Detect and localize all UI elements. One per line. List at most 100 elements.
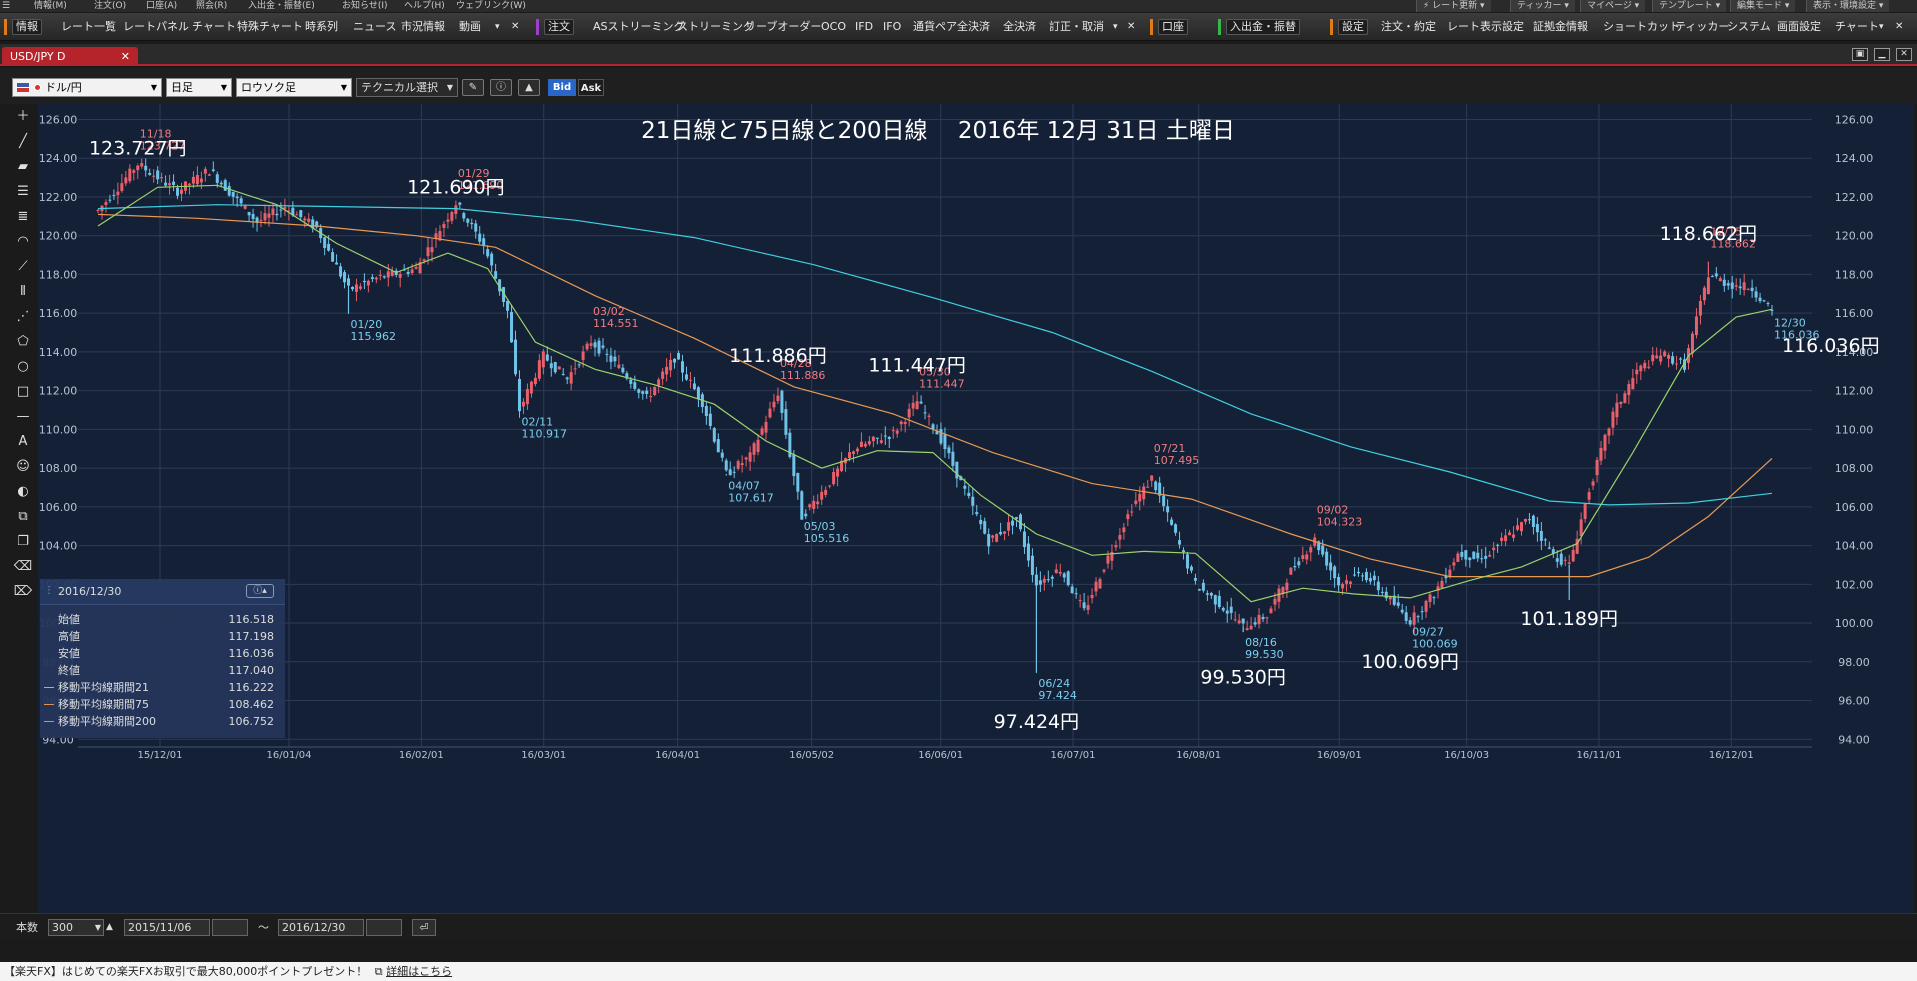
app-menu-icon[interactable]: ☰ [2, 1, 11, 11]
toolbar-settle-all[interactable]: 全決済 [1003, 20, 1036, 33]
to-time-input[interactable] [366, 919, 402, 936]
toolbar-chart[interactable]: チャート [192, 20, 236, 33]
chevron-down-icon[interactable]: ▾ [1879, 22, 1884, 32]
circle-icon[interactable]: ○ [17, 359, 29, 374]
chart-type-select[interactable]: ロウソク足 ▼ [236, 78, 352, 97]
toolbar-deposit[interactable]: 入出金・振替 [1226, 19, 1300, 35]
close-icon[interactable]: ✕ [1895, 21, 1904, 32]
chart-area[interactable]: 126.00 126.00 124.00 124.00 122.00 122.00 120.… [38, 104, 1914, 913]
promo-link[interactable]: 詳細はこちら [386, 965, 453, 978]
toolbar-amend-cancel[interactable]: 訂正・取消 [1049, 20, 1104, 33]
toolbar-rate-panel[interactable]: レートパネル [123, 20, 189, 33]
emoji-icon[interactable]: ☺ [16, 459, 30, 474]
toolbar-ifd[interactable]: IFD [855, 20, 874, 33]
toolbar-account[interactable]: 口座 [1158, 19, 1188, 35]
paste-icon[interactable]: ❐ [17, 534, 29, 549]
refresh-icon[interactable]: ⏎ [412, 919, 436, 936]
chevron-down-icon[interactable]: ▾ [1113, 22, 1118, 32]
toolbar-oco[interactable]: OCO [821, 20, 846, 33]
horizontal-lines-icon[interactable]: ☰ [17, 184, 29, 199]
crosshair-icon[interactable]: ＋ [16, 109, 30, 124]
toolbar-info[interactable]: 情報 [12, 19, 42, 35]
chart-style-icon[interactable]: ▲ [518, 79, 540, 96]
menu-news[interactable]: お知らせ(I) [342, 1, 388, 11]
menu-weblink[interactable]: ウェブリンク(W) [456, 1, 526, 11]
menu-template[interactable]: テンプレート ▾ [1652, 0, 1727, 12]
technical-select[interactable]: テクニカル選択 ▼ [356, 78, 458, 97]
ask-toggle[interactable]: Ask [578, 79, 604, 96]
rectangle-icon[interactable]: □ [16, 384, 30, 399]
toolbar-order[interactable]: 注文 [544, 19, 574, 35]
bid-toggle[interactable]: Bid [548, 79, 576, 96]
menu-rate-update[interactable]: ⚡ レート更新 ▾ [1416, 0, 1491, 12]
copy-icon[interactable]: ⧉ [18, 509, 28, 524]
to-date-input[interactable]: 2016/12/30 [278, 919, 364, 936]
close-icon[interactable]: ✕ [511, 21, 520, 32]
toolbar-order-execution[interactable]: 注文・約定 [1381, 20, 1436, 33]
toolbar-system[interactable]: システム [1727, 20, 1771, 33]
ruler-icon[interactable]: ▰ [18, 159, 28, 174]
menu-display-settings[interactable]: 表示・環境設定 ▾ [1806, 0, 1890, 12]
fibonacci-icon[interactable]: ≣ [17, 209, 29, 224]
menu-account[interactable]: 口座(A) [146, 1, 178, 11]
toolbar-shortcut[interactable]: ショートカット [1603, 20, 1680, 33]
toolbar-market-info[interactable]: 市況情報 [401, 20, 445, 33]
menu-inquiry[interactable]: 照会(R) [196, 1, 228, 11]
toolbar-rate-display[interactable]: レート表示設定 [1447, 20, 1524, 33]
toolbar-streaming[interactable]: ストリーミング [677, 20, 754, 33]
toolbar-ifo[interactable]: IFO [883, 20, 902, 33]
toolbar-video[interactable]: 動画 [459, 20, 481, 33]
info-toggle-icon[interactable]: ⓘ▴ [246, 584, 274, 598]
text-tool-icon[interactable]: A [18, 434, 28, 449]
from-date-input[interactable]: 2015/11/06 [124, 919, 210, 936]
toolbar-screen-settings[interactable]: 画面設定 [1777, 20, 1821, 33]
tab-usdjpy-d[interactable]: USD/JPY D ✕ [2, 47, 138, 66]
toolbar-margin-info[interactable]: 証拠金情報 [1533, 20, 1588, 33]
toolbar-special-chart[interactable]: 特殊チャート [237, 20, 303, 33]
eraser-icon[interactable]: ⌫ [13, 559, 33, 574]
toolbar-settings[interactable]: 設定 [1338, 19, 1368, 35]
close-icon[interactable]: ✕ [1127, 21, 1136, 32]
vertical-lines-icon[interactable]: ⦀ [20, 284, 26, 299]
candle-body [589, 343, 593, 346]
candle-body [1150, 475, 1154, 481]
pitchfork-icon[interactable]: ⋰ [16, 309, 30, 324]
pen-icon[interactable]: ✎ [462, 79, 484, 96]
stepper-up-icon[interactable]: ▲ [106, 922, 113, 932]
candle-body [366, 280, 370, 286]
currency-pair-select[interactable]: ドル/円 ▼ [12, 78, 162, 97]
chevron-down-icon[interactable]: ▾ [495, 22, 500, 32]
close-icon[interactable]: ✕ [1896, 48, 1912, 61]
toolbar-timeseries[interactable]: 時系列 [305, 20, 338, 33]
menu-edit-mode[interactable]: 編集モード ▾ [1730, 0, 1796, 12]
menu-help[interactable]: ヘルプ(H) [404, 1, 445, 11]
gann-fan-icon[interactable]: ⟋ [18, 259, 28, 274]
minimize-icon[interactable]: ▁ [1874, 48, 1890, 61]
pentagon-icon[interactable]: ⬠ [17, 334, 29, 349]
toolbar-ticker[interactable]: ティッカー [1675, 20, 1730, 33]
menu-ticker[interactable]: ティッカー ▾ [1510, 0, 1575, 12]
info-icon[interactable]: ⓘ [490, 79, 512, 96]
drag-handle-icon[interactable]: ⋮ [44, 585, 54, 596]
horizontal-line-icon[interactable]: — [16, 409, 30, 424]
from-time-input[interactable] [212, 919, 248, 936]
fan-icon[interactable]: ◠ [17, 234, 29, 249]
menu-mypage[interactable]: マイページ ▾ [1580, 0, 1646, 12]
toolbar-leave-order[interactable]: リーブオーダー [745, 20, 822, 33]
toolbar-as-streaming[interactable]: ASストリーミング [593, 20, 685, 33]
price-chart[interactable]: 126.00 126.00 124.00 124.00 122.00 122.00 120.… [38, 104, 1914, 913]
toolbar-pair-settle[interactable]: 通貨ペア全決済 [913, 20, 990, 33]
trendline-icon[interactable]: ╱ [19, 134, 27, 149]
toolbar-chart-settings[interactable]: チャート [1835, 20, 1879, 33]
magnet-icon[interactable]: ◐ [17, 484, 29, 499]
maximize-icon[interactable]: ▣ [1852, 48, 1868, 61]
toolbar-rate-list[interactable]: レート一覧 [61, 20, 116, 33]
period-select[interactable]: 日足 ▼ [166, 78, 232, 97]
close-icon[interactable]: ✕ [120, 50, 130, 63]
bar-count-input[interactable]: 300 ▼ [48, 919, 104, 936]
eraser-all-icon[interactable]: ⌦ [13, 584, 33, 599]
menu-info[interactable]: 情報(M) [34, 1, 67, 11]
menu-deposit[interactable]: 入出金・振替(E) [248, 1, 315, 11]
toolbar-news[interactable]: ニュース [353, 20, 397, 33]
menu-order[interactable]: 注文(O) [94, 1, 127, 11]
